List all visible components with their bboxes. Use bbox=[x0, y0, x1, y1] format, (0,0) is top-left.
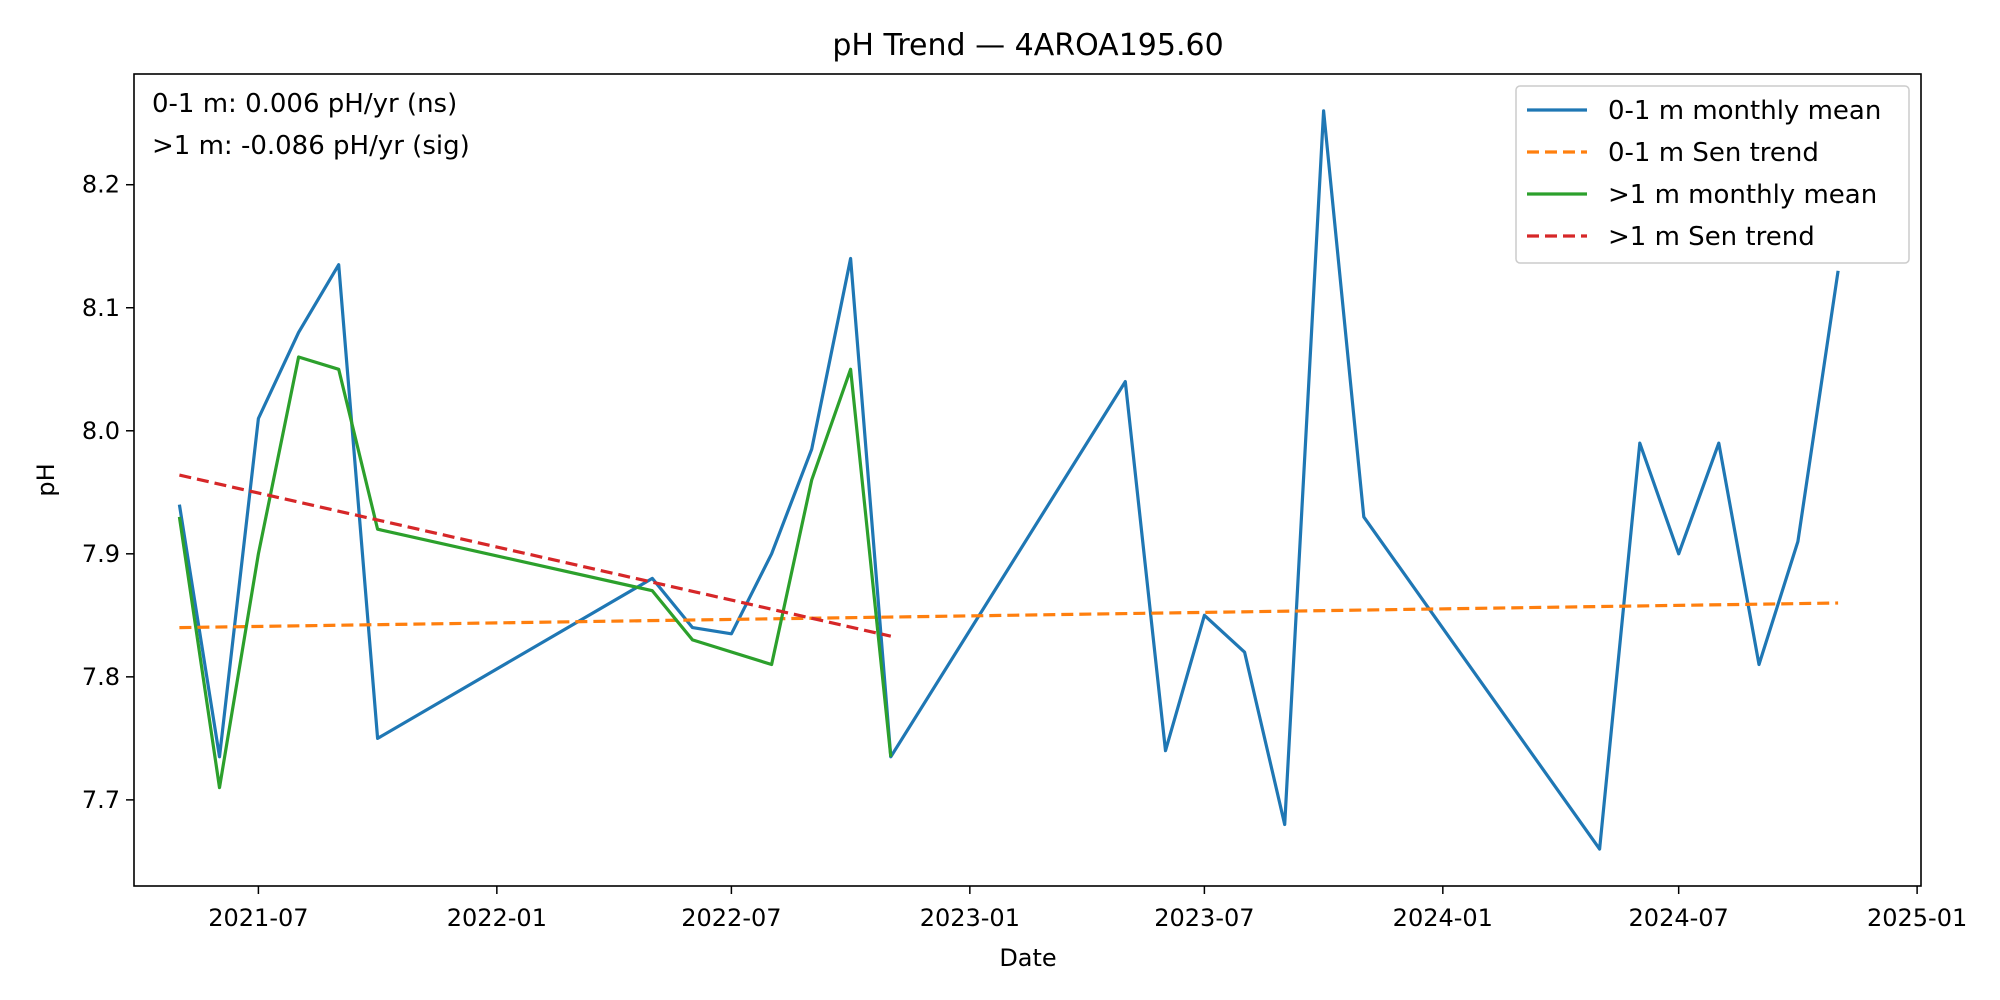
legend-label-1-m-monthly-mean: >1 m monthly mean bbox=[1608, 180, 1877, 210]
legend-label-0-1-m-sen-trend: 0-1 m Sen trend bbox=[1608, 138, 1819, 168]
legend-box bbox=[1515, 85, 1910, 264]
legend-label-0-1-m-monthly-mean: 0-1 m monthly mean bbox=[1608, 96, 1881, 126]
chart-title: pH Trend — 4AROA195.60 bbox=[832, 28, 1223, 63]
x-tick-label: 2024-01 bbox=[1393, 904, 1493, 932]
x-axis-label: Date bbox=[999, 944, 1056, 972]
y-tick-label: 7.8 bbox=[82, 663, 120, 691]
x-tick-label: 2022-01 bbox=[447, 904, 547, 932]
plot-frame bbox=[133, 73, 1922, 887]
trend-annotation-deep: >1 m: -0.086 pH/yr (sig) bbox=[152, 131, 470, 161]
y-tick-label: 8.0 bbox=[82, 417, 120, 445]
y-tick-label: 7.9 bbox=[82, 540, 120, 568]
x-tick-label: 2021-07 bbox=[208, 904, 308, 932]
y-axis-label: pH bbox=[32, 463, 60, 496]
x-tick-label: 2023-07 bbox=[1154, 904, 1254, 932]
y-tick-label: 7.7 bbox=[82, 786, 120, 814]
y-axis: 7.7 7.8 7.9 8.0 8.1 8.2 bbox=[82, 171, 134, 814]
y-tick-label: 8.2 bbox=[82, 171, 120, 199]
series-line-1-m-sen-trend bbox=[179, 473, 892, 638]
series-line-0-1-m-sen-trend bbox=[179, 601, 1839, 630]
x-tick-label: 2024-07 bbox=[1629, 904, 1729, 932]
y-tick-label: 8.1 bbox=[82, 294, 120, 322]
series-layer bbox=[177, 109, 1840, 851]
x-tick-label: 2023-01 bbox=[920, 904, 1020, 932]
x-tick-label: 2022-07 bbox=[681, 904, 781, 932]
series-line-1-m-monthly-mean bbox=[177, 355, 893, 790]
x-tick-label: 2025-01 bbox=[1867, 904, 1967, 932]
x-axis: 2021-07 2022-01 2022-07 2023-01 2023-07 2024-… bbox=[208, 886, 1967, 932]
legend: 0-1 m monthly mean 0-1 m Sen trend >1 m mo… bbox=[1515, 85, 1910, 264]
legend-label-1-m-sen-trend: >1 m Sen trend bbox=[1608, 222, 1815, 252]
trend-annotation-shallow: 0-1 m: 0.006 pH/yr (ns) bbox=[152, 89, 457, 119]
